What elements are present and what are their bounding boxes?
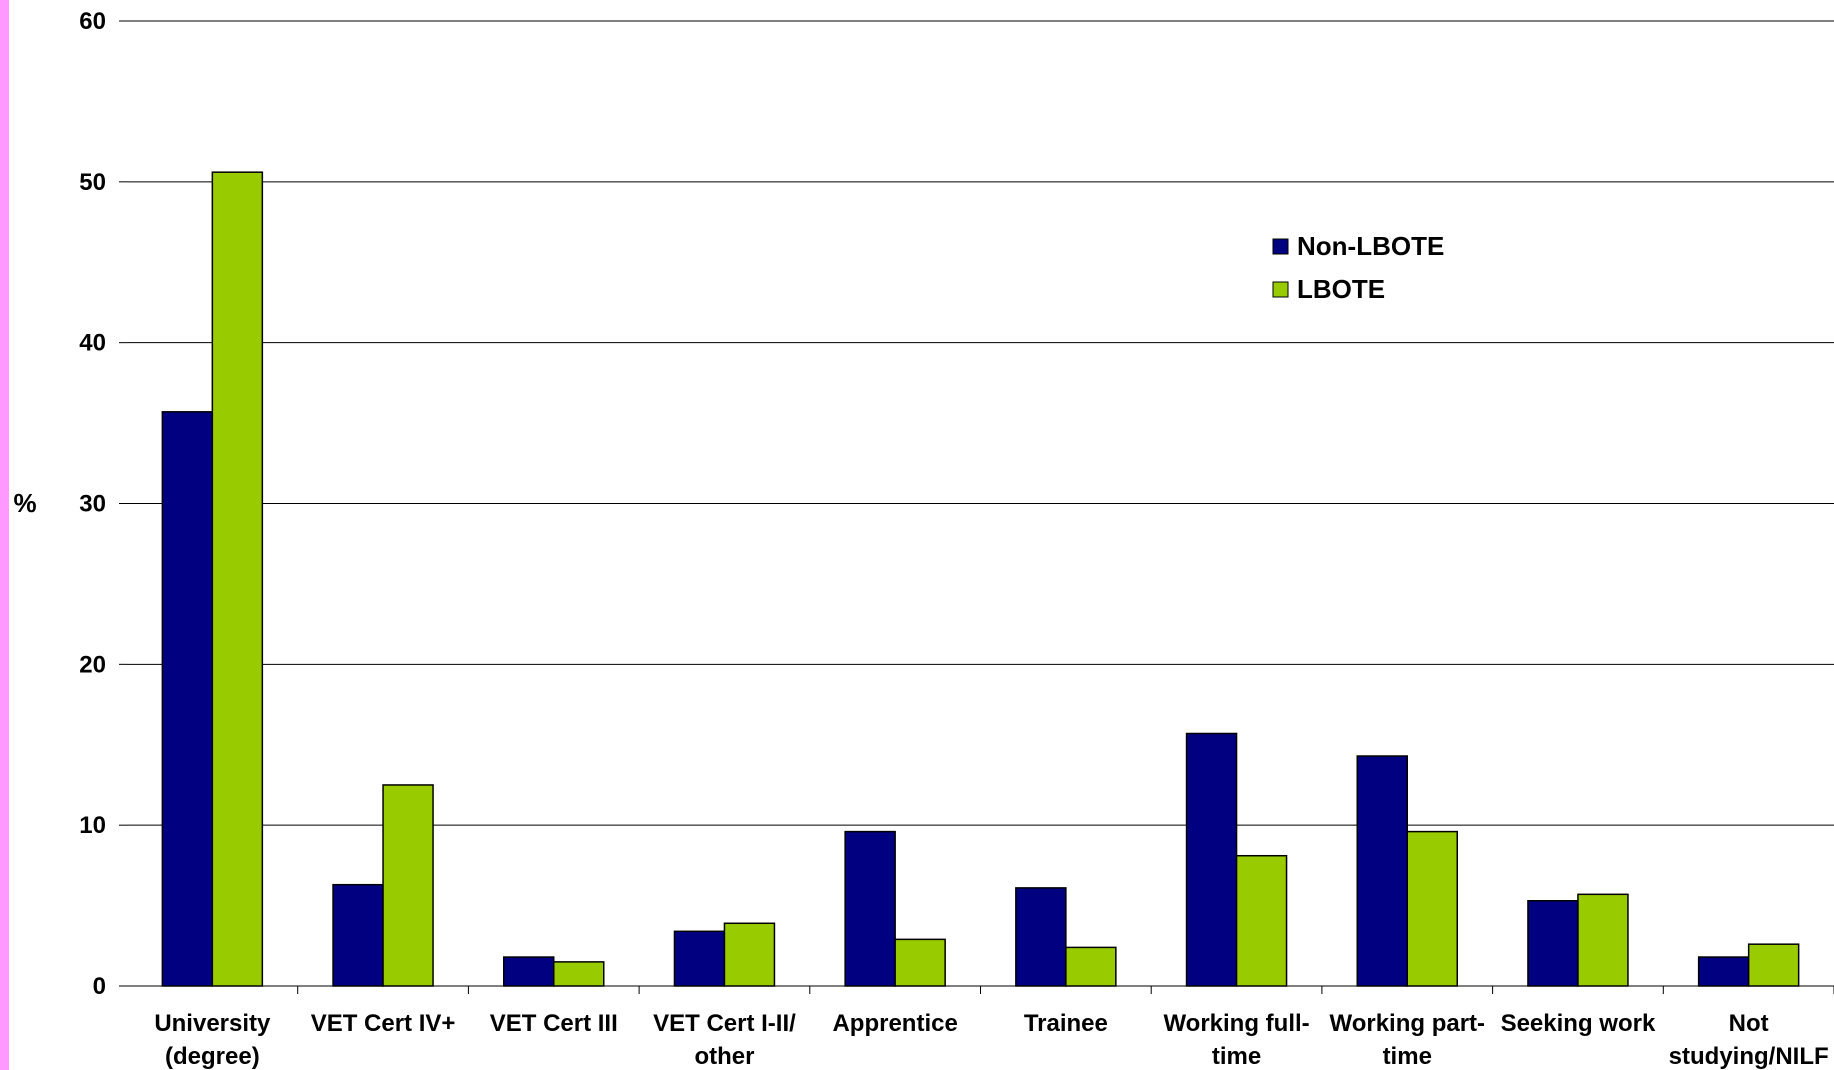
y-tick-label: 10 [79, 812, 106, 839]
bar-non-lbote [1697, 956, 1750, 987]
gridlines [119, 20, 1834, 994]
bar-non-lbote [1015, 887, 1067, 987]
bar-non-lbote [1527, 900, 1579, 987]
x-category-label: Apprentice [832, 1010, 957, 1037]
x-category-label: Not studying/NILF [1669, 1010, 1829, 1070]
bar-lbote [894, 938, 946, 987]
x-category-label: University (degree) [154, 1010, 271, 1070]
x-category-label: Working part-time [1329, 1010, 1485, 1070]
bar-non-lbote [503, 956, 555, 987]
x-category-labels: University (degree) VET Cert IV+ VET Cert I… [154, 1010, 1828, 1070]
legend: Non-LBOTE LBOTE [1272, 231, 1444, 304]
bar-lbote [1577, 893, 1629, 987]
bar-lbote [723, 922, 776, 987]
x-category-label: Trainee [1024, 1010, 1108, 1037]
legend-label: Non-LBOTE [1297, 231, 1444, 261]
bar-lbote [1065, 946, 1117, 987]
x-category-label: VET Cert III [490, 1010, 618, 1037]
left-color-strip [0, 0, 9, 1070]
bar-lbote [553, 961, 605, 987]
y-tick-label: 20 [79, 651, 106, 678]
bar-lbote [1747, 943, 1800, 987]
legend-swatch [1272, 238, 1289, 255]
legend-swatch [1272, 281, 1289, 298]
bar-non-lbote [1185, 732, 1238, 987]
bars [161, 171, 1800, 987]
bar-lbote [1406, 830, 1458, 987]
y-tick-label: 0 [93, 973, 106, 1000]
bar-lbote [382, 784, 434, 987]
y-tick-label: 30 [79, 491, 106, 518]
bar-non-lbote [844, 830, 896, 987]
bar-non-lbote [673, 930, 726, 987]
legend-label: LBOTE [1297, 274, 1385, 304]
x-category-label: VET Cert IV+ [311, 1010, 456, 1037]
bar-non-lbote [161, 411, 214, 987]
bar-non-lbote [332, 883, 384, 987]
x-category-label: Seeking work [1501, 1010, 1656, 1037]
bar-lbote [211, 171, 264, 987]
y-tick-label: 60 [79, 8, 106, 35]
bar-lbote [1235, 854, 1288, 987]
y-axis-label: % [13, 488, 36, 518]
y-tick-label: 50 [79, 169, 106, 196]
y-tick-label: 40 [79, 330, 106, 357]
bar-non-lbote [1356, 755, 1408, 987]
x-category-label: VET Cert I-II/other [653, 1010, 796, 1070]
x-category-label: Working full-time [1163, 1010, 1309, 1070]
y-tick-labels: 0 10 20 30 40 50 60 [79, 8, 106, 1000]
